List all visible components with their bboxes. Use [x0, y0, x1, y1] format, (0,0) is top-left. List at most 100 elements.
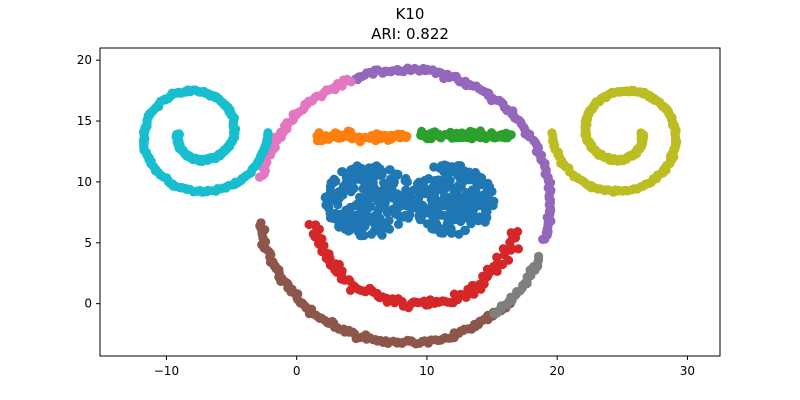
data-point — [547, 128, 557, 138]
data-point — [498, 244, 508, 254]
data-point — [463, 199, 473, 209]
x-tick-label: 0 — [293, 364, 301, 378]
data-point — [443, 180, 453, 190]
data-point — [366, 192, 377, 203]
data-point — [254, 172, 265, 182]
data-point — [492, 252, 502, 262]
data-point — [443, 168, 454, 178]
data-point — [390, 169, 401, 179]
data-point — [453, 161, 463, 171]
data-point — [426, 194, 436, 204]
data-point — [342, 217, 352, 227]
data-point — [371, 170, 381, 180]
data-point — [312, 136, 323, 146]
data-point — [467, 132, 477, 143]
data-point — [435, 130, 445, 140]
data-point — [334, 221, 344, 232]
data-point — [393, 219, 404, 229]
data-point — [431, 175, 441, 186]
data-point — [304, 219, 314, 230]
data-point — [358, 204, 368, 214]
x-tick-label: 10 — [419, 364, 434, 378]
data-point — [414, 213, 425, 223]
y-tick-label: 0 — [84, 297, 92, 311]
chart-title: K10 — [396, 5, 425, 23]
y-tick-label: 10 — [77, 175, 92, 189]
data-point — [457, 193, 467, 203]
data-point — [324, 134, 334, 144]
data-point — [365, 215, 375, 225]
data-point — [369, 163, 380, 173]
data-point — [349, 133, 360, 143]
data-point — [373, 192, 383, 202]
x-axis: −10 0 10 20 30 — [154, 356, 695, 378]
data-point — [460, 207, 470, 217]
data-point — [416, 130, 426, 140]
data-point — [263, 128, 273, 138]
data-point — [352, 216, 362, 226]
data-point — [494, 130, 504, 141]
data-point — [349, 183, 359, 193]
data-point — [325, 208, 335, 218]
data-point — [534, 251, 544, 261]
data-point — [342, 180, 352, 190]
data-point — [357, 228, 367, 238]
data-point — [430, 185, 440, 195]
data-point — [439, 192, 449, 203]
data-point — [355, 163, 365, 173]
data-point — [513, 244, 524, 254]
data-point — [484, 186, 494, 196]
data-point — [314, 128, 324, 138]
data-point — [474, 212, 484, 222]
data-point — [392, 201, 402, 211]
x-tick-label: −10 — [154, 364, 179, 378]
data-point — [474, 197, 484, 207]
chart-subtitle: ARI: 0.822 — [371, 25, 449, 43]
y-tick-label: 20 — [77, 53, 92, 67]
data-point — [513, 227, 523, 237]
x-tick-label: 30 — [680, 364, 695, 378]
y-tick-label: 5 — [84, 236, 92, 250]
data-point — [466, 219, 476, 229]
data-point — [470, 176, 481, 186]
data-point — [431, 218, 441, 228]
data-point — [328, 190, 339, 200]
data-point — [401, 132, 411, 143]
data-point — [385, 188, 395, 199]
data-point — [428, 209, 438, 219]
data-point — [346, 165, 356, 175]
data-point — [447, 133, 457, 143]
data-point — [371, 210, 381, 220]
data-point — [401, 185, 411, 195]
data-point — [474, 132, 484, 142]
data-point — [482, 207, 492, 217]
data-point — [356, 171, 367, 181]
plot-frame — [99, 47, 721, 357]
data-point — [453, 185, 463, 195]
data-point — [385, 133, 395, 143]
data-point — [483, 178, 493, 188]
data-point — [414, 184, 424, 194]
y-tick-label: 15 — [77, 114, 92, 128]
data-point — [357, 197, 367, 207]
data-point — [456, 216, 466, 227]
data-point — [439, 210, 449, 221]
data-point — [448, 213, 458, 223]
data-point — [379, 220, 390, 230]
data-point — [424, 174, 434, 184]
x-tick-label: 20 — [550, 364, 565, 378]
data-point — [333, 213, 343, 223]
data-point — [410, 196, 420, 206]
data-point — [343, 210, 353, 221]
data-point — [321, 192, 331, 202]
data-point — [363, 186, 373, 196]
data-point — [446, 226, 456, 236]
data-point — [381, 205, 392, 215]
data-point — [488, 200, 498, 211]
data-point — [439, 201, 449, 211]
data-point — [418, 206, 428, 216]
data-point — [450, 202, 460, 212]
y-axis: 0 5 10 15 20 — [77, 53, 100, 311]
data-point — [454, 229, 464, 239]
